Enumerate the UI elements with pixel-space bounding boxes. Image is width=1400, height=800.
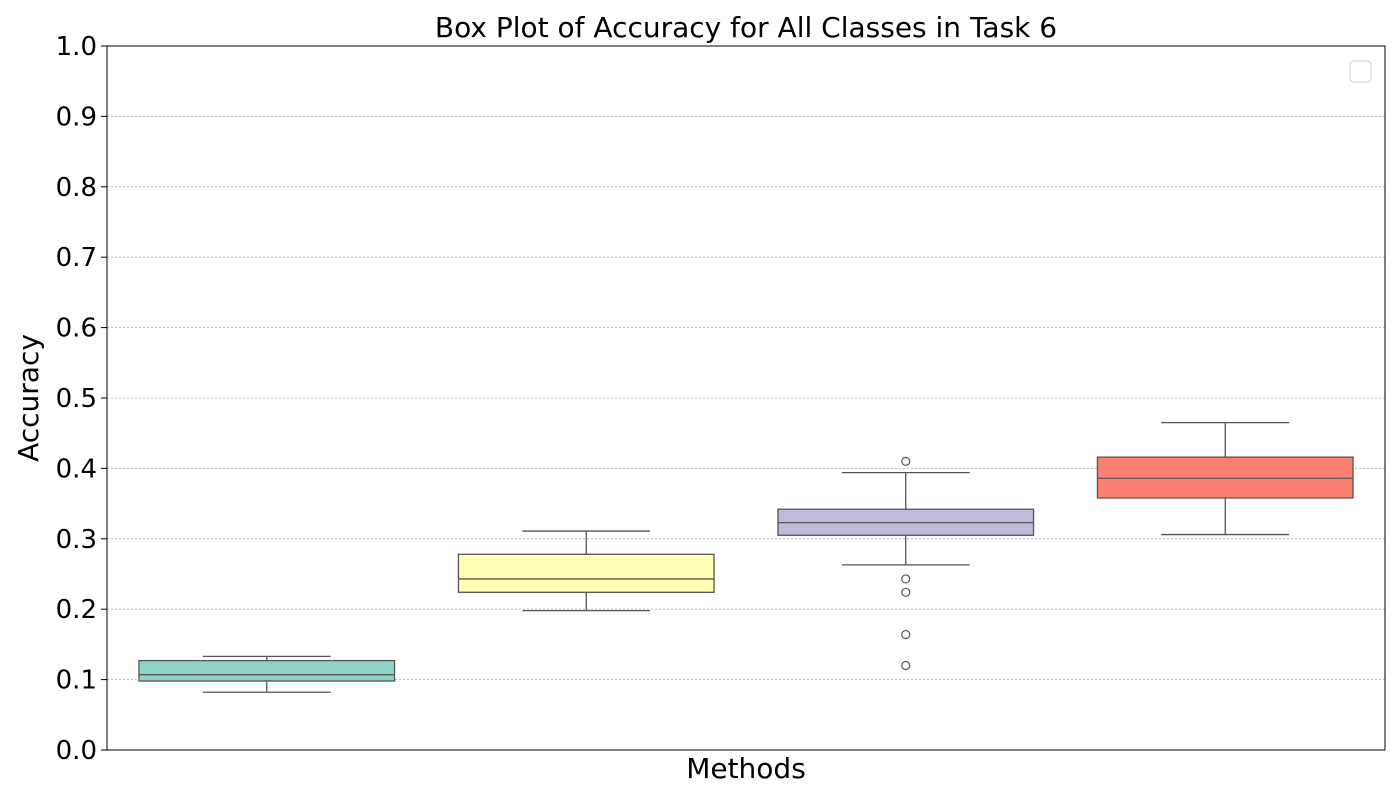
y-tick-label: 0.2 [56,595,97,625]
grid-lines [107,116,1385,680]
box-2 [457,530,715,612]
y-axis-ticks: 0.0 0.1 0.2 0.3 0.4 0.5 0.6 0.7 0.8 0.9 1.0 [56,32,107,766]
x-axis-label: Methods [686,752,806,785]
y-tick-label: 0.0 [56,736,97,766]
box-iqr [1096,456,1354,499]
y-tick-label: 0.6 [56,314,97,344]
outlier-point [901,660,911,671]
box-iqr [457,553,715,593]
outlier-point [901,456,911,466]
y-tick-label: 0.1 [56,666,97,696]
outlier-point [901,587,911,597]
box-4 [1096,421,1354,536]
boxes-group [138,421,1354,693]
y-tick-label: 1.0 [56,32,97,62]
legend-box [1349,60,1372,83]
y-tick-label: 0.3 [56,525,97,555]
box-1 [138,655,396,693]
outlier-point [901,629,911,640]
y-tick-label: 0.5 [56,384,97,414]
plot-frame [106,45,1386,751]
y-tick-label: 0.4 [56,454,97,484]
y-tick-label: 0.7 [56,243,97,273]
box-iqr [138,659,396,682]
box-3 [777,456,1035,671]
y-tick-label: 0.8 [56,173,97,203]
outlier-point [901,574,911,584]
y-axis-label: Accuracy [12,334,45,462]
y-tick-label: 0.9 [56,102,97,132]
chart-title: Box Plot of Accuracy for All Classes in … [435,11,1057,44]
